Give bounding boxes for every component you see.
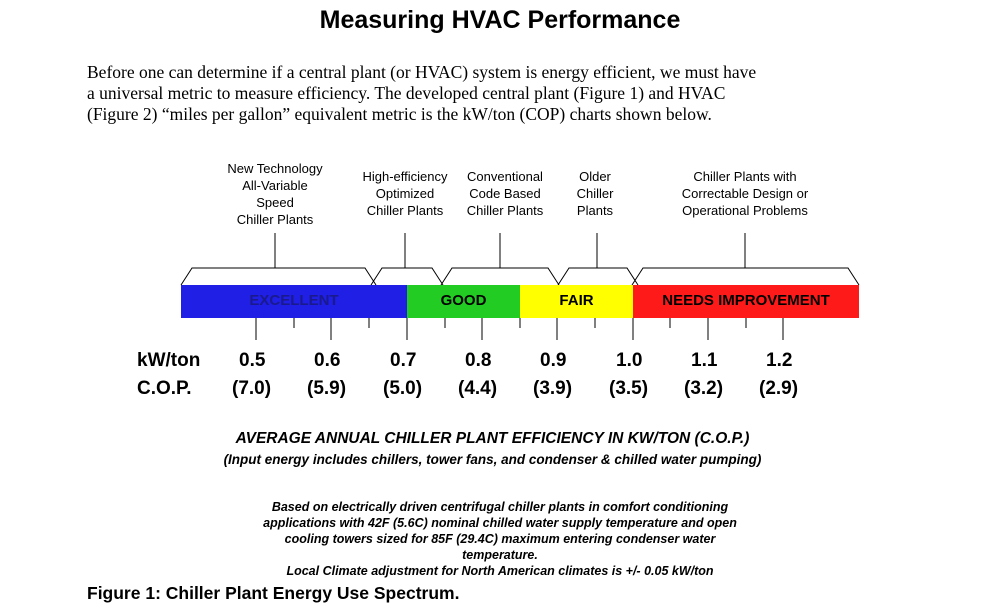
cop-value: (5.9) — [307, 378, 347, 399]
category-line: Chiller Plants — [466, 203, 544, 218]
category-line: Optimized — [375, 186, 435, 201]
cop-value: (4.4) — [458, 378, 498, 399]
category-line: Conventional — [467, 169, 543, 184]
average-efficiency-title: AVERAGE ANNUAL CHILLER PLANT EFFICIENCY … — [235, 430, 750, 447]
bracket — [557, 267, 639, 286]
cop-value: (3.5) — [609, 378, 649, 399]
category-line: Speed — [256, 195, 294, 210]
note-line: cooling towers sized for 85F (29.4C) max… — [284, 532, 716, 546]
intro-paragraph: Before one can determine if a central pl… — [87, 62, 917, 125]
note-line: applications with 42F (5.6C) nominal chi… — [263, 516, 737, 530]
note-line: Based on electrically driven centrifugal… — [271, 500, 729, 514]
note-line: Local Climate adjustment for North Ameri… — [286, 564, 714, 578]
range-brackets — [180, 267, 860, 286]
kw-value: 0.9 — [540, 350, 567, 371]
category-line: Code Based — [469, 186, 541, 201]
kw-ton-label: kW/ton — [137, 350, 201, 371]
category-older: Older Chiller Plants — [560, 168, 630, 219]
kw-value: 1.0 — [616, 350, 643, 371]
kw-ton-row: kW/ton 0.5 0.6 0.7 0.8 0.9 1.0 1.1 1.2 — [0, 350, 1000, 374]
band-label-needs-improvement: NEEDS IMPROVEMENT — [662, 292, 830, 309]
kw-value: 0.7 — [390, 350, 417, 371]
category-line: New Technology — [227, 161, 323, 176]
cop-value: (3.9) — [533, 378, 573, 399]
axis-ticks — [255, 318, 784, 340]
page-title: Measuring HVAC Performance — [319, 6, 681, 34]
intro-line: Before one can determine if a central pl… — [87, 62, 757, 82]
pointer-lines — [274, 233, 746, 268]
category-new-technology: New Technology All-Variable Speed Chille… — [210, 160, 340, 228]
note-line: temperature. — [462, 548, 538, 562]
cop-label: C.O.P. — [137, 378, 192, 399]
category-high-efficiency: High-efficiency Optimized Chiller Plants — [352, 168, 458, 219]
category-line: Correctable Design or — [681, 186, 809, 201]
cop-value: (7.0) — [232, 378, 272, 399]
kw-value: 0.6 — [314, 350, 341, 371]
category-line: Chiller Plants — [366, 203, 444, 218]
basis-note: Based on electrically driven centrifugal… — [200, 499, 800, 579]
category-conventional: Conventional Code Based Chiller Plants — [455, 168, 555, 219]
band-needs-improvement-rect — [633, 285, 859, 318]
cop-value: (2.9) — [759, 378, 799, 399]
band-label-good: GOOD — [440, 292, 487, 309]
kw-value: 1.2 — [766, 350, 793, 371]
category-line: Operational Problems — [682, 203, 808, 218]
band-label-fair: FAIR — [559, 292, 594, 309]
figure-caption: Figure 1: Chiller Plant Energy Use Spect… — [87, 583, 460, 603]
category-line: All-Variable — [242, 178, 308, 193]
band-excellent-rect — [181, 285, 407, 318]
average-efficiency-subtitle: (Input energy includes chillers, tower f… — [223, 452, 762, 467]
bracket — [440, 267, 560, 286]
bracket — [180, 267, 377, 286]
bracket — [370, 267, 444, 286]
band-fair-rect — [520, 285, 633, 318]
category-line: Chiller — [576, 186, 614, 201]
cop-value: (5.0) — [383, 378, 423, 399]
category-correctable: Chiller Plants with Correctable Design o… — [665, 168, 825, 219]
cop-row: C.O.P. (7.0) (5.9) (5.0) (4.4) (3.9) (3.… — [0, 378, 1000, 402]
band-good-rect — [407, 285, 520, 318]
category-line: High-efficiency — [362, 169, 448, 184]
cop-value: (3.2) — [684, 378, 724, 399]
category-line: Plants — [576, 203, 614, 218]
kw-value: 0.5 — [239, 350, 266, 371]
spectrum-figure — [180, 233, 860, 340]
category-line: Older — [579, 169, 611, 184]
band-label-excellent: EXCELLENT — [249, 292, 339, 309]
intro-line: a universal metric to measure efficiency… — [87, 83, 726, 103]
category-line: Chiller Plants with — [693, 169, 797, 184]
intro-line: (Figure 2) “miles per gallon” equivalent… — [87, 104, 712, 124]
category-line: Chiller Plants — [236, 212, 314, 227]
bracket — [631, 267, 860, 286]
kw-value: 1.1 — [691, 350, 718, 371]
kw-value: 0.8 — [465, 350, 492, 371]
